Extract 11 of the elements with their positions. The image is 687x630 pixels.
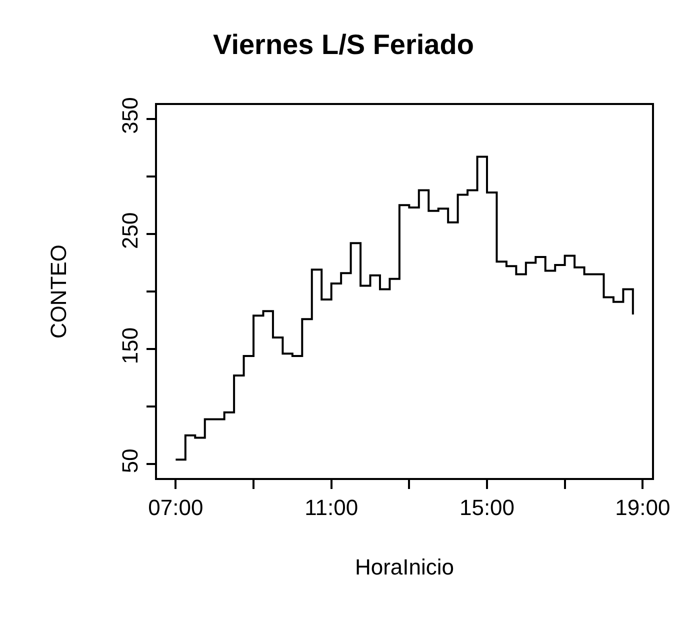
x-tick-label: 19:00 <box>615 495 670 520</box>
x-tick-label: 07:00 <box>148 495 204 520</box>
y-axis-title: CONTEO <box>46 244 71 339</box>
x-tick-label: 11:00 <box>304 495 358 520</box>
chart-title: Viernes L/S Feriado <box>213 28 474 60</box>
y-tick-label: 350 <box>117 97 142 134</box>
y-tick-label: 250 <box>117 212 142 249</box>
x-tick-label: 15:00 <box>459 495 515 520</box>
y-tick-label: 150 <box>117 327 142 364</box>
x-axis-title: HoraInicio <box>354 554 454 580</box>
y-tick-label: 50 <box>117 448 142 474</box>
